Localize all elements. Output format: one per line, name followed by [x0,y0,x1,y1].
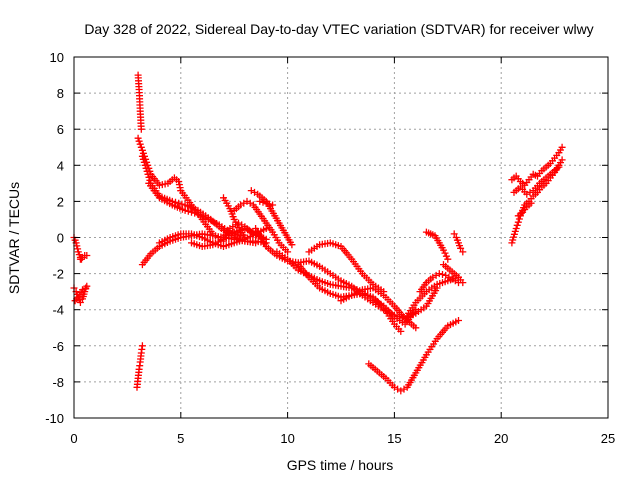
y-tick-label: -10 [45,411,64,426]
data-series-arc-q [247,187,296,249]
data-series-arc-ab [440,261,467,287]
y-tick-label: 0 [57,231,64,246]
plus-markers [440,261,467,287]
data-series-arc-e [133,342,146,391]
plus-markers [220,194,249,241]
chart-title: Day 328 of 2022, Sidereal Day-to-day VTE… [84,21,593,37]
data-series-arc-f [134,71,145,133]
plus-markers [247,187,296,249]
plus-markers [510,163,563,198]
data-series-arc-r [256,197,277,209]
plus-markers [133,342,146,391]
data-series-arc-j [145,179,245,240]
data-series-arc-z [416,270,462,296]
x-tick-label: 10 [280,431,294,446]
x-axis-label: GPS time / hours [287,457,394,473]
x-tick-label: 5 [177,431,184,446]
data-series-arc-v [305,239,388,296]
plus-markers [305,239,388,296]
y-tick-label: 2 [57,194,64,209]
grid-lines [74,57,608,418]
plus-markers [134,71,145,133]
data-series-arc-ac [450,230,467,256]
plus-markers [508,143,566,189]
data-series-arc-o [220,194,249,241]
y-tick-label: -4 [52,303,64,318]
y-tick-label: 10 [50,50,64,65]
y-tick-label: -2 [52,267,64,282]
y-tick-label: 6 [57,122,64,137]
plus-markers [256,197,277,209]
data-marks [70,71,566,395]
data-series-arc-d [71,284,90,305]
data-series-arc-af [510,163,563,198]
data-series-arc-ag [514,199,535,220]
y-tick-label: -8 [52,375,64,390]
data-series-arc-b [76,252,91,263]
plus-markers [71,284,90,305]
x-tick-label: 15 [387,431,401,446]
y-tick-label: 4 [57,158,64,173]
plus-markers [230,197,292,256]
plus-markers [134,134,185,195]
plus-markers [337,284,420,332]
y-tick-label: -6 [52,339,64,354]
x-tick-label: 0 [70,431,77,446]
plus-markers [365,317,462,395]
data-series-arc-g [134,134,185,195]
x-tick-label: 25 [601,431,615,446]
data-series-arc-aa [422,228,452,263]
y-tick-label: 8 [57,86,64,101]
data-series-arc-ae [508,143,566,189]
plus-markers [145,179,245,240]
data-series-arc-x [365,317,462,395]
plus-markers [416,270,462,296]
data-series-arc-w [337,284,420,332]
axis-ticks: 0 5 10 15 20 25 -10 -8 -6 -4 -2 0 2 4 6 8 10 [45,50,615,446]
x-tick-label: 20 [494,431,508,446]
plus-markers [422,228,452,263]
data-series-arc-p [230,197,292,256]
plus-markers [76,252,91,263]
plus-markers [514,199,535,220]
plus-markers [450,230,467,256]
y-axis-label: SDTVAR / TECUs [6,182,22,294]
